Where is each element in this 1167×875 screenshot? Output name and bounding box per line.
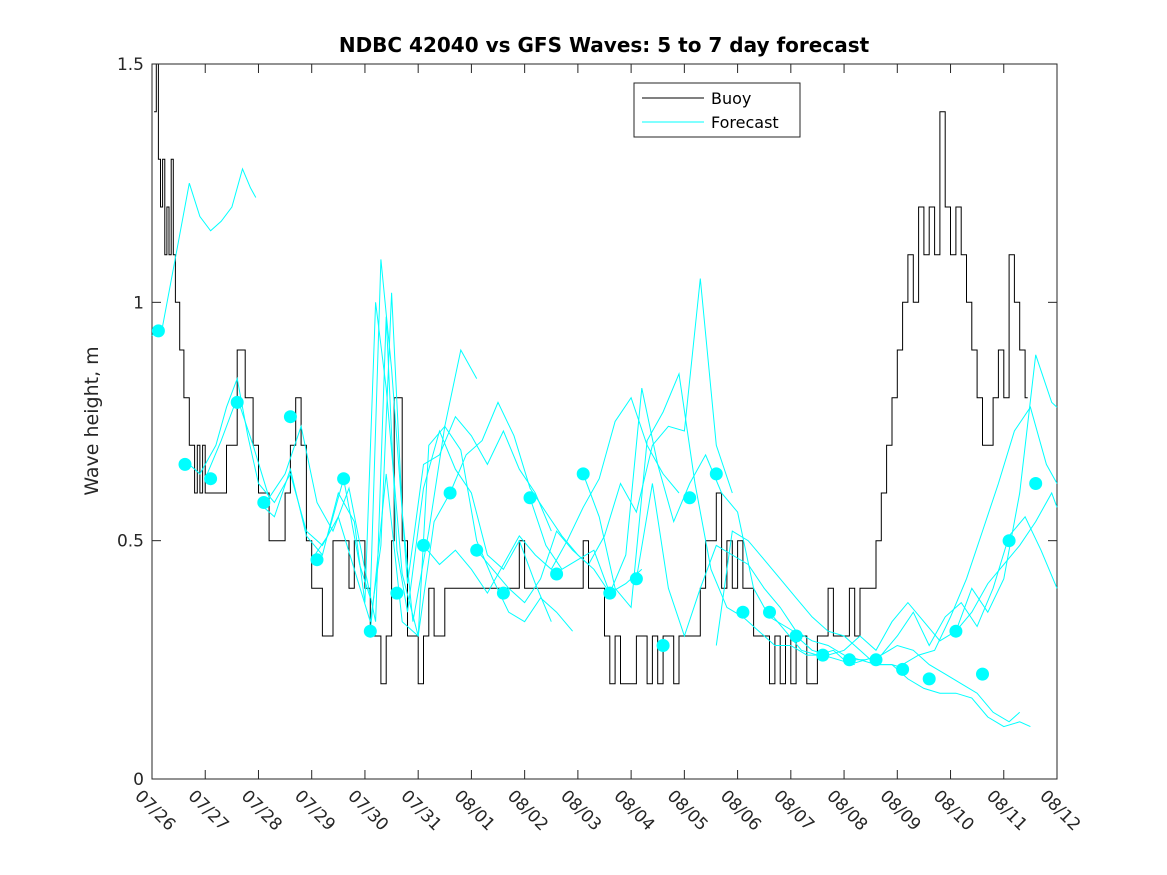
forecast-line — [423, 396, 680, 595]
forecast-marker — [896, 662, 910, 676]
forecast-marker — [603, 586, 617, 600]
forecast-markers — [151, 324, 1043, 686]
plot-area — [151, 63, 1058, 780]
forecast-marker — [683, 491, 697, 505]
forecast-marker — [656, 639, 670, 652]
legend-box — [633, 82, 801, 138]
legend-label-forecast: Forecast — [711, 113, 779, 132]
axes-box — [151, 63, 1058, 780]
forecast-line — [369, 401, 643, 637]
forecast-marker — [976, 667, 989, 681]
forecast-line — [582, 371, 855, 666]
forecast-marker — [869, 653, 883, 667]
forecast-marker — [363, 624, 377, 638]
forecast-marker — [151, 324, 165, 338]
forecast-marker — [816, 648, 830, 662]
forecast-marker — [470, 543, 484, 557]
forecast-line — [204, 316, 552, 622]
y-tick-label: 1 — [133, 293, 144, 313]
forecast-marker — [922, 672, 936, 686]
forecast-marker — [1029, 477, 1043, 490]
forecast-marker — [789, 629, 803, 643]
forecast-marker — [763, 605, 776, 619]
forecast-marker — [204, 472, 218, 486]
buoy-line — [154, 63, 1028, 685]
forecast-line — [529, 387, 802, 637]
forecast-line — [795, 354, 1058, 656]
y-tick-label: 0.5 — [117, 532, 144, 552]
forecast-line — [258, 302, 478, 637]
forecast-marker — [178, 457, 192, 471]
forecast-marker — [390, 586, 404, 600]
legend-label-buoy: Buoy — [711, 89, 751, 108]
forecast-marker — [443, 486, 457, 500]
y-axis-label: Wave height, m — [81, 346, 103, 495]
forecast-marker — [1002, 534, 1016, 548]
forecast-line — [151, 167, 257, 337]
forecast-marker — [576, 467, 590, 481]
y-tick-label: 1.5 — [117, 55, 144, 75]
forecast-marker — [337, 472, 351, 486]
forecast-marker — [310, 553, 324, 567]
forecast-line — [769, 611, 1021, 723]
forecast-marker — [257, 496, 271, 509]
legend: Buoy Forecast — [633, 82, 801, 138]
forecast-line — [902, 406, 1058, 666]
chart-title: NDBC 42040 vs GFS Waves: 5 to 7 day fore… — [339, 33, 870, 57]
forecast-marker — [736, 605, 750, 619]
y-axis-tick-labels: 0 0.5 1 1.5 — [117, 55, 144, 790]
y-tick-label: 0 — [133, 770, 144, 790]
forecast-marker — [523, 491, 537, 505]
forecast-marker — [709, 467, 723, 481]
buoy-series — [154, 63, 1028, 685]
forecast-marker — [550, 567, 564, 581]
forecast-marker — [230, 395, 244, 409]
axis-ticks — [151, 63, 1058, 780]
forecast-marker — [417, 538, 430, 552]
forecast-marker — [629, 572, 643, 586]
forecast-marker — [283, 410, 297, 424]
forecast-line — [476, 278, 733, 604]
forecast-marker — [496, 586, 510, 600]
forecast-marker — [842, 653, 856, 667]
forecast-marker — [949, 624, 963, 638]
forecast-line — [955, 491, 1058, 632]
forecast-line — [311, 259, 552, 599]
